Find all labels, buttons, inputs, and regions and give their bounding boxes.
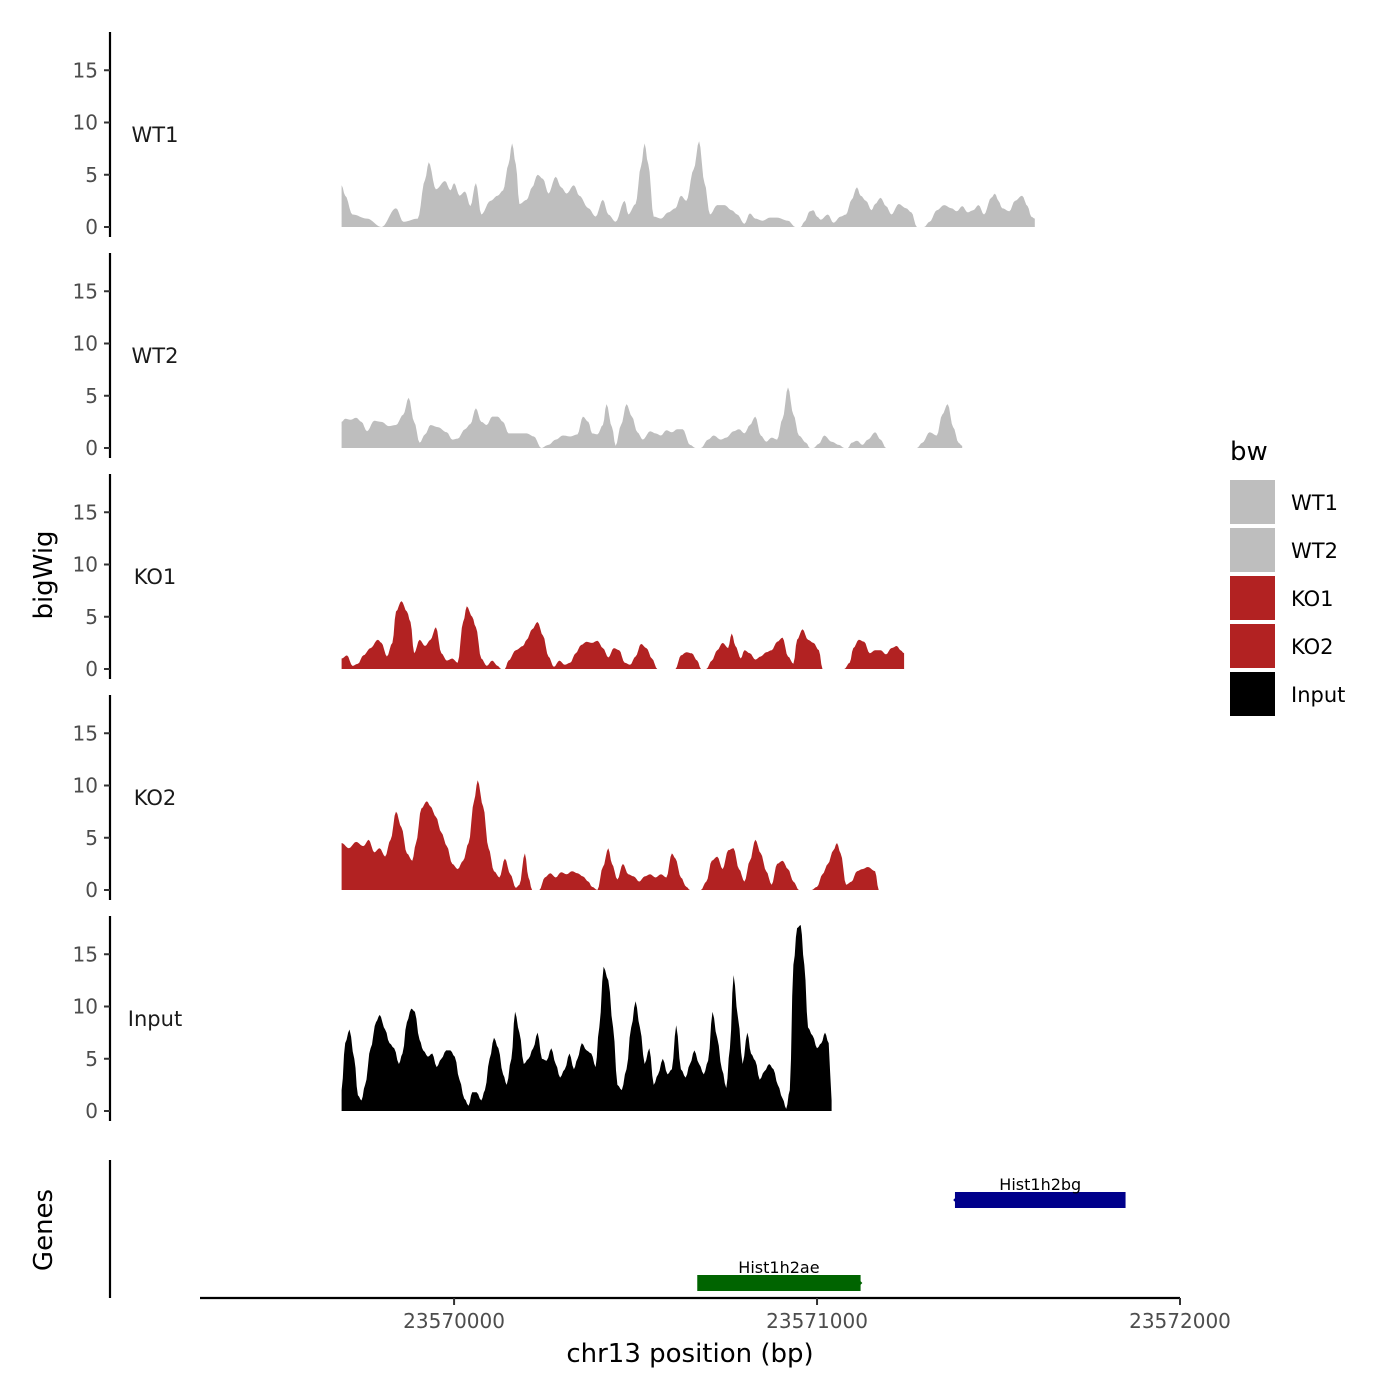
y-tick-label: 0 — [85, 878, 98, 902]
legend-item-wt2: WT2 — [1230, 528, 1338, 572]
y-tick-label: 5 — [85, 1047, 98, 1071]
legend-label: WT1 — [1291, 491, 1338, 515]
legend-label: KO2 — [1291, 635, 1334, 659]
gene-hist1h2bg: Hist1h2bg — [953, 1175, 1126, 1208]
gene-label: Hist1h2ae — [738, 1258, 819, 1277]
strand-arrow-icon — [953, 1193, 962, 1207]
tracks-layer: 0 5 10 15 WT1 0 5 10 15 WT2 0 5 10 15 KO1 0 5 10 15 KO2 0 5 10… — [73, 32, 1035, 1123]
gene-body — [954, 1192, 1126, 1208]
y-tick-label: 15 — [73, 58, 98, 82]
coverage-area-ko1 — [341, 601, 905, 669]
legend-item-input: Input — [1230, 672, 1345, 716]
y-tick-label: 10 — [73, 774, 98, 798]
legend-label: Input — [1291, 683, 1345, 707]
y-tick-label: 10 — [73, 332, 98, 356]
y-tick-label: 0 — [85, 657, 98, 681]
legend-label: WT2 — [1291, 539, 1338, 563]
y-tick-label: 5 — [85, 605, 98, 629]
track-ko2: 0 5 10 15 KO2 — [73, 695, 879, 902]
coverage-area-wt1 — [341, 141, 1035, 227]
x-axis-title: chr13 position (bp) — [566, 1339, 813, 1369]
y-tick-label: 5 — [85, 826, 98, 850]
coverage-area-ko2 — [341, 780, 879, 890]
y-tick-label: 0 — [85, 215, 98, 239]
legend-swatch — [1230, 624, 1275, 668]
y-tick-label: 0 — [85, 1099, 98, 1123]
y-tick-label: 10 — [73, 553, 98, 577]
legend: bw WT1 WT2 KO1 KO2 Input — [1230, 437, 1345, 716]
track-label-wt2: WT2 — [132, 344, 179, 368]
track-input: 0 5 10 15 Input — [73, 916, 832, 1123]
legend-title: bw — [1230, 437, 1268, 467]
strand-arrow-icon — [853, 1276, 863, 1290]
legend-item-wt1: WT1 — [1230, 480, 1338, 524]
track-label-wt1: WT1 — [132, 123, 179, 147]
track-wt1: 0 5 10 15 WT1 — [73, 32, 1035, 239]
y-tick-label: 15 — [73, 500, 98, 524]
y-axis-title: bigWig — [29, 530, 59, 619]
legend-item-ko1: KO1 — [1230, 576, 1334, 620]
y-tick-label: 5 — [85, 163, 98, 187]
legend-label: KO1 — [1291, 587, 1334, 611]
gene-body — [697, 1275, 861, 1291]
y-tick-label: 5 — [85, 384, 98, 408]
track-label-ko1: KO1 — [134, 565, 177, 589]
y-tick-label: 15 — [73, 942, 98, 966]
y-tick-label: 0 — [85, 436, 98, 460]
genes-layer: Hist1h2ae Hist1h2bg — [108, 1160, 1126, 1298]
track-label-input: Input — [128, 1007, 182, 1031]
x-tick-label: 23571000 — [766, 1309, 868, 1333]
coverage-area-input — [341, 925, 832, 1111]
y-tick-label: 10 — [73, 111, 98, 135]
track-wt2: 0 5 10 15 WT2 — [73, 253, 963, 460]
y-tick-label: 15 — [73, 721, 98, 745]
legend-swatch — [1230, 672, 1275, 716]
genes-track-title: Genes — [29, 1189, 59, 1271]
track-label-ko2: KO2 — [134, 786, 177, 810]
coverage-area-wt2 — [341, 387, 963, 448]
y-tick-label: 10 — [73, 995, 98, 1019]
x-axis: 23570000 23571000 23572000 — [200, 1296, 1231, 1333]
y-tick-label: 15 — [73, 279, 98, 303]
legend-item-ko2: KO2 — [1230, 624, 1334, 668]
legend-swatch — [1230, 480, 1275, 524]
x-tick-label: 23572000 — [1129, 1309, 1231, 1333]
track-ko1: 0 5 10 15 KO1 — [73, 474, 905, 681]
gene-hist1h2ae: Hist1h2ae — [697, 1258, 863, 1291]
legend-swatch — [1230, 528, 1275, 572]
legend-swatch — [1230, 576, 1275, 620]
gene-label: Hist1h2bg — [999, 1175, 1081, 1194]
x-tick-label: 23570000 — [403, 1309, 505, 1333]
